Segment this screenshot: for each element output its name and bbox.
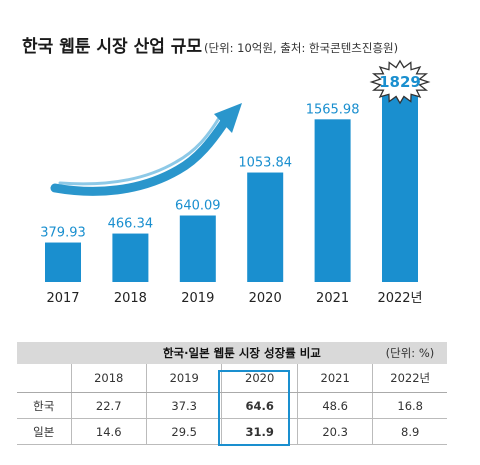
value-label: 640.09 — [175, 199, 221, 214]
value-label: 1829 — [379, 73, 421, 91]
category-label: 2022년 — [377, 291, 422, 306]
value-label: 466.34 — [108, 217, 154, 232]
year-cell: 2020 — [221, 364, 298, 393]
value-cell: 22.7 — [70, 392, 147, 419]
category-label: 2019 — [181, 291, 214, 306]
table-row-japan: 일본 14.6 29.5 31.9 20.3 8.9 — [17, 418, 447, 445]
year-cell: 2022년 — [372, 364, 447, 393]
value-label: 1565.98 — [306, 102, 360, 117]
category-label: 2021 — [316, 291, 349, 306]
bar-2021 — [314, 119, 351, 282]
bar-chart: 한국 웹툰 시장 산업 규모 (단위: 10억원, 출처: 한국콘텐츠진흥원) … — [22, 37, 431, 306]
table-row-korea: 한국 22.7 37.3 64.6 48.6 16.8 — [17, 392, 447, 419]
value-cell: 14.6 — [70, 418, 147, 445]
bar-2019 — [179, 215, 216, 282]
category-label: 2017 — [46, 291, 79, 306]
starburst-badge — [369, 59, 431, 105]
growth-arrow-icon — [50, 103, 242, 196]
value-label: 379.93 — [40, 226, 86, 241]
year-cell: 2021 — [296, 364, 373, 393]
value-cell: 48.6 — [296, 392, 373, 419]
chart-title: 한국 웹툰 시장 산업 규모 — [22, 37, 202, 57]
value-cell: 37.3 — [145, 392, 222, 419]
table-header-row: 한국·일본 웹툰 시장 성장률 비교 (단위: %) — [17, 342, 447, 364]
row-label: 한국 — [17, 392, 71, 419]
row-label: 일본 — [17, 418, 71, 445]
table-unit: (단위: %) — [372, 342, 447, 364]
growth-rate-table: 한국·일본 웹툰 시장 성장률 비교 (단위: %) 2018 2019 202… — [17, 342, 447, 445]
category-label: 2020 — [249, 291, 282, 306]
bar-2022년 — [382, 92, 418, 282]
category-label: 2018 — [114, 291, 147, 306]
bar-2018 — [112, 233, 149, 282]
value-cell-highlight: 31.9 — [221, 418, 298, 445]
year-cell: 2019 — [145, 364, 222, 393]
bar-2017 — [45, 242, 81, 282]
value-label: 1053.84 — [238, 156, 292, 171]
value-cell-highlight: 64.6 — [221, 392, 298, 419]
growth-rate-table-wrapper: 한국·일본 웹툰 시장 성장률 비교 (단위: %) 2018 2019 202… — [17, 342, 447, 445]
value-cell: 29.5 — [145, 418, 222, 445]
table-year-row: 2018 2019 2020 2021 2022년 — [17, 364, 447, 393]
year-cell: 2018 — [70, 364, 147, 393]
value-cell: 20.3 — [296, 418, 373, 445]
value-cell: 8.9 — [372, 418, 447, 445]
value-cell: 16.8 — [372, 392, 447, 419]
table-title: 한국·일본 웹툰 시장 성장률 비교 — [71, 342, 373, 364]
chart-subtitle: (단위: 10억원, 출처: 한국콘텐츠진흥원) — [204, 41, 398, 55]
bar-2020 — [247, 172, 284, 282]
